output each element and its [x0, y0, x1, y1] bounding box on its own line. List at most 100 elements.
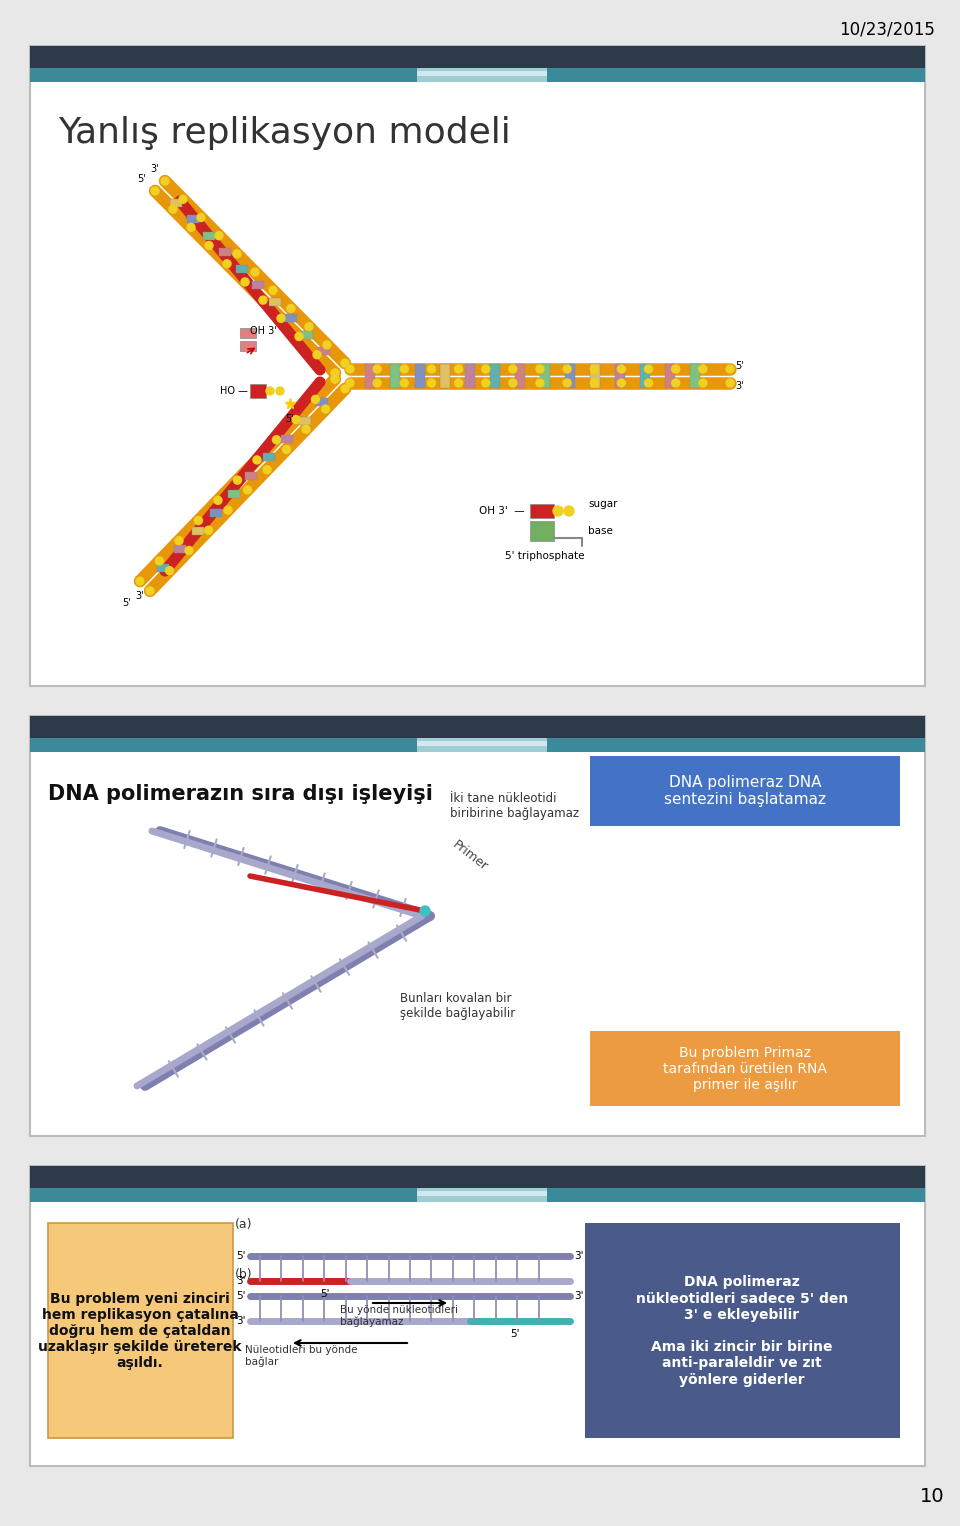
Circle shape — [273, 436, 280, 444]
Bar — [30, 69, 925, 82]
Circle shape — [726, 378, 734, 388]
Circle shape — [373, 365, 381, 372]
Bar — [30, 46, 925, 687]
Circle shape — [590, 378, 598, 388]
Bar — [187, 215, 199, 223]
Bar — [285, 314, 297, 322]
Circle shape — [302, 426, 310, 433]
Circle shape — [617, 365, 625, 372]
Text: 5': 5' — [735, 362, 744, 371]
Circle shape — [509, 378, 516, 388]
Circle shape — [295, 333, 303, 340]
Bar — [490, 365, 500, 388]
Bar — [192, 526, 204, 536]
Circle shape — [276, 388, 284, 395]
Bar — [246, 472, 257, 479]
Bar — [417, 742, 547, 746]
Circle shape — [564, 507, 574, 516]
Text: sugar: sugar — [588, 499, 617, 510]
Circle shape — [482, 365, 490, 372]
Circle shape — [536, 378, 544, 388]
Circle shape — [726, 365, 734, 372]
Bar — [590, 1032, 900, 1106]
Circle shape — [179, 195, 187, 203]
Bar — [30, 739, 925, 752]
Circle shape — [282, 446, 291, 453]
Circle shape — [564, 378, 571, 388]
Circle shape — [151, 186, 159, 195]
Text: DNA polimerazın sıra dışı işleyişi: DNA polimerazın sıra dışı işleyişi — [48, 784, 433, 804]
Bar — [240, 328, 256, 337]
Circle shape — [455, 378, 463, 388]
Bar — [281, 435, 293, 443]
Bar — [210, 508, 222, 516]
Circle shape — [536, 365, 544, 372]
Circle shape — [331, 369, 339, 377]
Bar — [665, 365, 675, 388]
Bar — [204, 232, 215, 240]
Circle shape — [305, 322, 313, 331]
Circle shape — [161, 177, 169, 185]
Circle shape — [223, 259, 231, 267]
Circle shape — [277, 314, 285, 322]
Circle shape — [215, 232, 223, 240]
Bar — [530, 520, 554, 542]
Text: 5': 5' — [236, 1251, 246, 1260]
Text: Bu problem Primaz
tarafından üretilen RNA
primer ile aşılır: Bu problem Primaz tarafından üretilen RN… — [663, 1045, 827, 1093]
Bar — [30, 46, 925, 69]
Circle shape — [672, 378, 680, 388]
Circle shape — [553, 507, 563, 516]
Circle shape — [259, 296, 267, 304]
Circle shape — [420, 906, 430, 916]
Circle shape — [197, 214, 205, 221]
Bar — [615, 365, 625, 388]
Bar — [236, 264, 248, 273]
Bar — [220, 249, 231, 256]
Circle shape — [292, 415, 300, 424]
Bar — [417, 1189, 547, 1202]
Text: 5': 5' — [320, 1289, 329, 1299]
Text: DNA polimeraz DNA
sentezini başlatamaz: DNA polimeraz DNA sentezini başlatamaz — [664, 775, 826, 807]
Circle shape — [455, 365, 463, 372]
Bar — [540, 365, 550, 388]
Text: 3': 3' — [574, 1251, 584, 1260]
Circle shape — [373, 378, 381, 388]
Circle shape — [175, 537, 183, 545]
Bar — [690, 365, 700, 388]
Circle shape — [214, 496, 222, 504]
Circle shape — [187, 223, 195, 232]
Bar — [417, 1190, 547, 1196]
Bar — [228, 490, 240, 497]
Text: (b): (b) — [235, 1268, 252, 1280]
Bar — [415, 365, 425, 388]
Circle shape — [341, 385, 349, 392]
Circle shape — [590, 365, 598, 372]
Bar — [175, 545, 186, 554]
Circle shape — [253, 456, 261, 464]
Circle shape — [233, 476, 242, 484]
Circle shape — [699, 378, 707, 388]
Bar — [316, 398, 328, 406]
Bar — [417, 739, 547, 752]
Text: Bu yönde nükleotidleri
bağlayamaz: Bu yönde nükleotidleri bağlayamaz — [340, 1305, 458, 1328]
Circle shape — [205, 241, 213, 250]
Circle shape — [644, 365, 653, 372]
Bar — [30, 1166, 925, 1466]
Circle shape — [346, 365, 354, 372]
Bar — [515, 365, 525, 388]
Circle shape — [672, 365, 680, 372]
Circle shape — [165, 566, 174, 575]
Bar — [48, 1222, 233, 1437]
Circle shape — [204, 526, 212, 534]
Circle shape — [564, 365, 571, 372]
Circle shape — [136, 577, 144, 584]
Bar — [252, 281, 264, 290]
Bar — [417, 72, 547, 76]
Circle shape — [269, 287, 277, 295]
Bar — [30, 716, 925, 739]
Bar — [30, 716, 925, 1135]
Bar — [365, 365, 375, 388]
Text: 3': 3' — [236, 1315, 246, 1326]
Circle shape — [323, 340, 331, 349]
Text: 3': 3' — [151, 163, 159, 174]
